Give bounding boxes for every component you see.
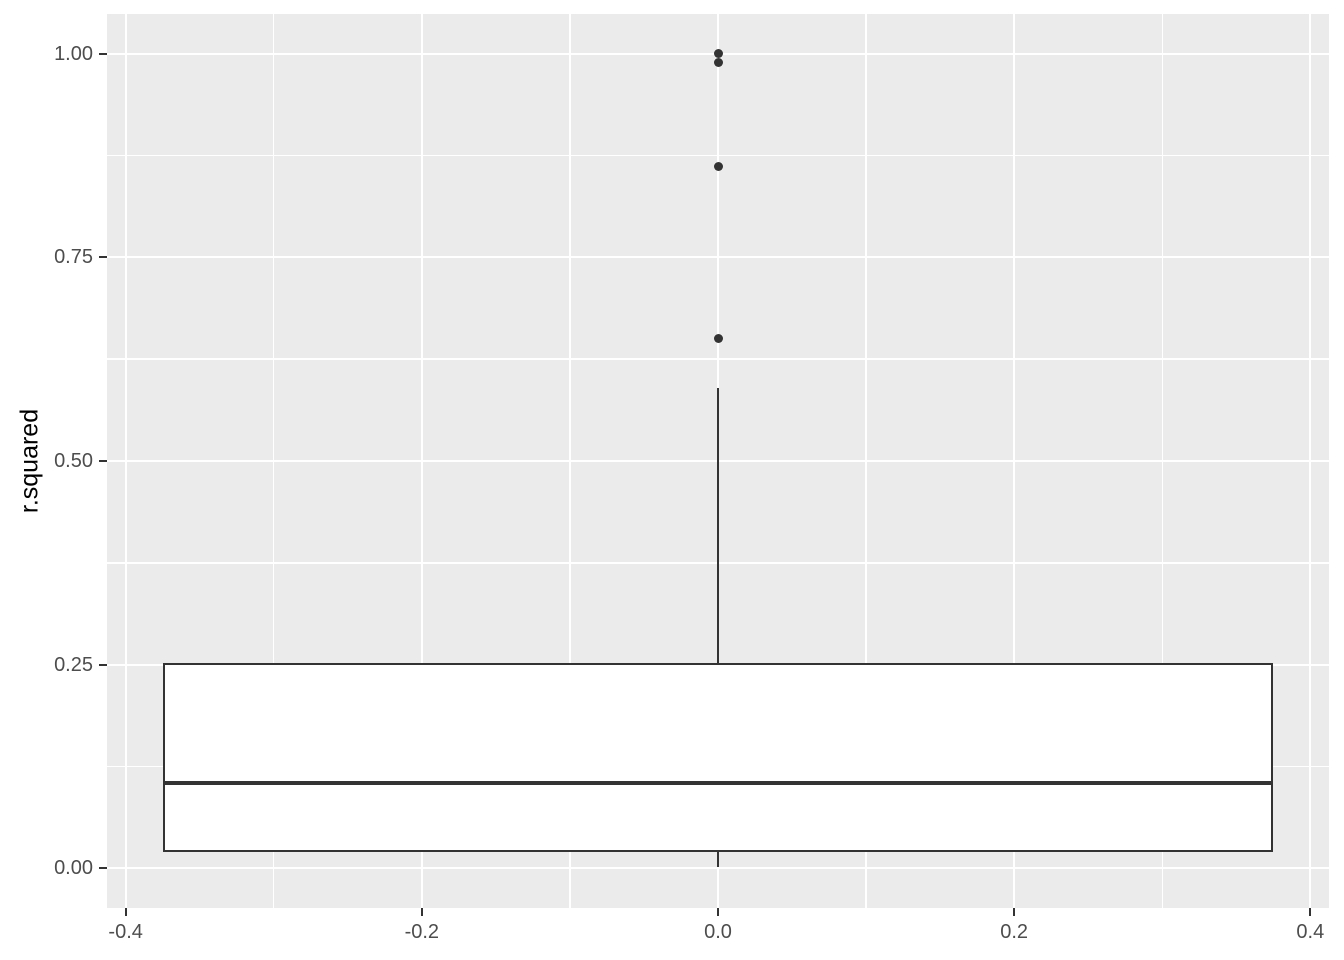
y-axis-tick [99,663,107,666]
y-major-gridline [107,256,1329,259]
y-axis-tick [99,52,107,55]
outlier-point [713,162,723,172]
x-tick-label: 0.0 [704,921,732,943]
x-axis-tick [124,908,127,916]
lower-whisker [717,851,719,867]
y-tick-label: 0.00 [54,857,93,880]
y-axis-title: r.squared [15,408,44,514]
x-tick-label: 0.4 [1296,921,1325,943]
y-tick-label: 0.25 [54,653,93,676]
y-axis-tick [99,867,107,870]
median-line [162,780,1274,785]
x-axis-tick [717,908,719,916]
x-axis-tick [1013,908,1016,916]
box-iqr [162,662,1274,852]
x-axis-tick [420,908,423,916]
y-major-gridline [107,867,1329,870]
y-tick-label: 1.00 [54,42,93,65]
x-tick-label: -0.4 [108,921,143,943]
plot-panel [107,14,1329,908]
outlier-point [713,334,723,344]
y-axis-tick [99,256,107,259]
x-axis-tick [1309,908,1312,916]
outlier-point [713,58,723,68]
y-tick-label: 0.75 [54,246,93,269]
y-axis-tick [99,460,107,462]
upper-whisker [717,387,719,663]
x-tick-label: -0.2 [404,921,440,943]
x-tick-label: 0.2 [1000,921,1029,943]
y-tick-label: 0.50 [54,450,93,472]
outlier-point [713,49,723,59]
